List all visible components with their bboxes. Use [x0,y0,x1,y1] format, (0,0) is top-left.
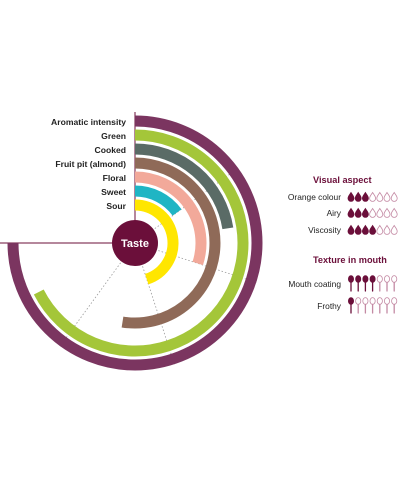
drop-empty-icon [376,224,384,235]
center-badge [112,220,158,266]
drop-empty-icon [390,207,398,218]
drop-filled-icon [354,224,362,235]
texture-section: Texture in mouth Mouth coating Frothy [288,255,398,314]
drop-filled-icon [354,207,362,218]
chart-category-labels: Aromatic intensity Green Cooked Fruit pit (… [51,117,127,211]
spoon-empty-icon [355,297,362,314]
category-label-floral: Floral [103,173,126,183]
spoon-filled-icon [355,275,362,292]
drop-empty-icon [369,191,377,202]
texture-row-frothy: Frothy [317,297,398,314]
visual-aspect-label-orange-colour: Orange colour [288,192,341,202]
drop-empty-icon [376,207,384,218]
drop-empty-icon [390,191,398,202]
drop-filled-icon [361,191,369,202]
texture-row-mouth-coating: Mouth coating [288,275,398,292]
texture-title: Texture in mouth [313,255,387,265]
drop-empty-icon [383,191,391,202]
spoon-filled-icon [369,275,376,292]
center-label: Taste [121,238,149,250]
spoon-empty-icon [369,297,376,314]
category-label-green: Green [101,131,126,141]
drop-empty-icon [369,207,377,218]
arc-green [33,129,249,357]
drop-filled-icon [354,191,362,202]
category-label-cooked: Cooked [94,145,126,155]
visual-aspect-title: Visual aspect [313,175,372,185]
drop-empty-icon [383,207,391,218]
drop-filled-icon [361,224,369,235]
spoon-empty-icon [376,275,383,292]
arc-sweet [134,185,182,216]
spoon-empty-icon [391,297,398,314]
arc-fruit-pit-almond [121,157,221,329]
spoon-empty-icon [362,297,369,314]
arc-floral [134,171,207,266]
category-label-sweet: Sweet [101,187,126,197]
category-label-fruit-pit-almond: Fruit pit (almond) [55,159,126,169]
spoon-empty-icon [383,275,390,292]
drop-filled-icon [369,224,377,235]
drop-filled-icon [347,207,355,218]
spoon-empty-icon [383,297,390,314]
spoon-filled-icon [347,297,354,314]
visual-aspect-section: Visual aspect Orange colour Airy Viscosity [288,175,398,235]
category-label-aromatic-intensity: Aromatic intensity [51,117,126,127]
arc-aromatic-intensity [7,115,263,371]
drop-filled-icon [347,191,355,202]
visual-aspect-row-orange-colour: Orange colour [288,191,398,202]
visual-aspect-row-viscosity: Viscosity [308,224,398,235]
drop-filled-icon [347,224,355,235]
visual-aspect-label-viscosity: Viscosity [308,225,342,235]
texture-label-mouth-coating: Mouth coating [288,279,341,289]
spoon-empty-icon [391,275,398,292]
arc-sour [134,199,179,285]
drop-filled-icon [361,207,369,218]
arc-cooked [134,143,234,230]
visual-aspect-row-airy: Airy [327,207,398,218]
spoon-filled-icon [347,275,354,292]
drop-empty-icon [376,191,384,202]
texture-label-frothy: Frothy [317,301,342,311]
spoon-filled-icon [362,275,369,292]
chart-arcs [7,115,263,371]
attributes-panel: Visual aspect Orange colour Airy Viscosity T… [288,175,398,314]
visual-aspect-label-airy: Airy [327,208,342,218]
chart-center: Taste [112,220,158,266]
drop-empty-icon [390,224,398,235]
category-label-sour: Sour [106,201,126,211]
drop-empty-icon [383,224,391,235]
spoon-empty-icon [376,297,383,314]
